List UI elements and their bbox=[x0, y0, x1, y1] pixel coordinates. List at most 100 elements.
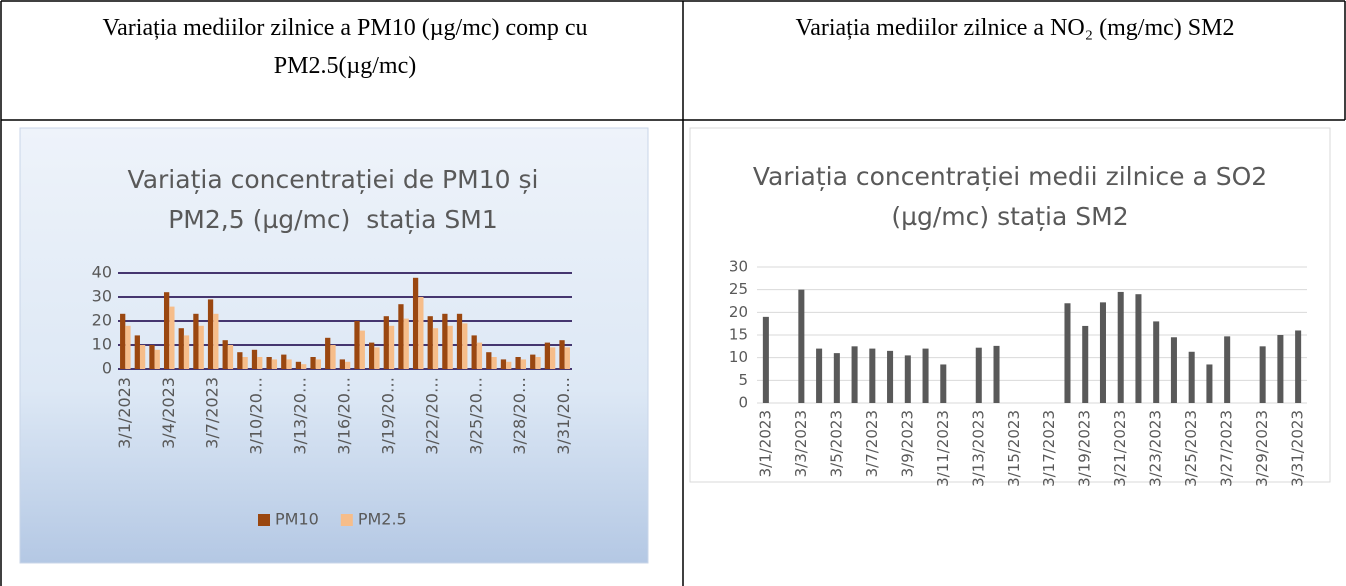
y-tick-label: 10 bbox=[92, 335, 112, 354]
bar bbox=[559, 340, 565, 369]
bar bbox=[149, 345, 155, 369]
bar bbox=[354, 321, 360, 369]
bar bbox=[564, 347, 570, 369]
legend-swatch bbox=[258, 514, 270, 526]
bar bbox=[456, 313, 463, 369]
bar bbox=[169, 306, 175, 369]
bar bbox=[418, 297, 424, 369]
bar bbox=[134, 335, 140, 369]
x-tick-label: 3/10/20… bbox=[247, 377, 266, 455]
x-tick-label: 3/15/2023 bbox=[1005, 410, 1023, 487]
bar bbox=[266, 357, 272, 369]
y-tick-label: 0 bbox=[738, 394, 748, 412]
bar bbox=[476, 342, 483, 369]
x-tick-label: 3/19/20… bbox=[378, 377, 397, 455]
y-tick-label: 30 bbox=[729, 258, 748, 276]
bar bbox=[139, 345, 146, 369]
y-tick-label: 40 bbox=[92, 263, 112, 282]
bar bbox=[1170, 337, 1177, 403]
header-cell: Variația mediilor zilnice a NO₂ (mg/mc) … bbox=[795, 15, 1235, 41]
bar bbox=[383, 316, 389, 369]
bar bbox=[471, 335, 477, 369]
y-tick-label: 10 bbox=[729, 348, 748, 366]
x-tick-label: 3/23/2023 bbox=[1147, 410, 1165, 487]
chart-area bbox=[689, 127, 1331, 483]
bar bbox=[198, 325, 204, 369]
bar bbox=[388, 325, 395, 369]
bar bbox=[1206, 364, 1213, 403]
x-tick-label: 3/4/2023 bbox=[159, 377, 178, 449]
bar bbox=[207, 299, 214, 369]
y-tick-label: 5 bbox=[738, 371, 748, 389]
bar bbox=[286, 359, 292, 369]
y-tick-label: 0 bbox=[102, 359, 112, 378]
bar bbox=[271, 359, 278, 369]
x-tick-label: 3/9/2023 bbox=[898, 410, 916, 477]
y-tick-label: 15 bbox=[729, 326, 748, 344]
bar bbox=[816, 348, 823, 403]
x-tick-label: 3/7/2023 bbox=[863, 410, 881, 477]
x-tick-label: 3/31/20… bbox=[554, 377, 573, 455]
bar bbox=[869, 348, 876, 403]
x-tick-label: 3/13/20… bbox=[291, 377, 310, 455]
bar bbox=[887, 350, 894, 403]
bar bbox=[1064, 303, 1071, 403]
bar bbox=[500, 359, 507, 369]
bar bbox=[227, 345, 234, 369]
x-tick-label: 3/17/2023 bbox=[1040, 410, 1058, 487]
y-tick-label: 25 bbox=[729, 280, 748, 298]
bar bbox=[462, 323, 468, 369]
bar bbox=[922, 348, 929, 403]
x-tick-label: 3/3/2023 bbox=[792, 410, 810, 477]
x-tick-label: 3/19/2023 bbox=[1076, 410, 1094, 487]
x-tick-label: 3/29/2023 bbox=[1253, 410, 1271, 487]
bar bbox=[403, 318, 409, 369]
bar bbox=[315, 359, 321, 369]
bar bbox=[535, 357, 541, 369]
bar bbox=[762, 316, 769, 403]
bar bbox=[491, 357, 497, 369]
bar bbox=[544, 342, 551, 369]
x-tick-label: 3/25/2023 bbox=[1182, 410, 1200, 487]
bar bbox=[412, 277, 419, 369]
bar bbox=[295, 361, 302, 369]
bar bbox=[1277, 335, 1284, 403]
bar bbox=[330, 345, 336, 369]
bar bbox=[213, 313, 219, 369]
bar bbox=[301, 364, 307, 369]
bar bbox=[281, 354, 287, 369]
bar bbox=[193, 313, 199, 369]
y-tick-label: 30 bbox=[92, 287, 112, 306]
x-tick-label: 3/7/2023 bbox=[203, 377, 222, 449]
bar bbox=[339, 359, 345, 369]
x-tick-label: 3/22/20… bbox=[422, 377, 441, 455]
legend-label: PM10 bbox=[275, 510, 319, 529]
bar bbox=[310, 357, 316, 369]
bar bbox=[515, 357, 521, 369]
bar bbox=[530, 354, 536, 369]
bar bbox=[1295, 330, 1302, 403]
bar bbox=[374, 347, 380, 369]
bar bbox=[345, 361, 351, 369]
x-tick-label: 3/1/2023 bbox=[756, 410, 774, 477]
legend-swatch bbox=[340, 514, 353, 526]
bar bbox=[432, 328, 439, 369]
bar bbox=[798, 289, 805, 403]
chart-title: Variația concentrației medii zilnice a S… bbox=[752, 162, 1268, 231]
bar bbox=[257, 357, 263, 369]
bar bbox=[904, 355, 911, 403]
bar bbox=[163, 292, 170, 369]
bar bbox=[427, 316, 433, 369]
bar bbox=[975, 347, 982, 403]
bar bbox=[237, 352, 243, 369]
x-tick-label: 3/27/2023 bbox=[1218, 410, 1236, 487]
chart-title: Variația concentrației de PM10 și PM2,5 … bbox=[127, 165, 547, 234]
bar bbox=[222, 340, 228, 369]
bar bbox=[833, 353, 840, 403]
header-cell: Variația mediilor zilnice a PM10 (µg/mc)… bbox=[102, 15, 588, 79]
bar bbox=[447, 325, 453, 369]
bar bbox=[1224, 336, 1231, 403]
